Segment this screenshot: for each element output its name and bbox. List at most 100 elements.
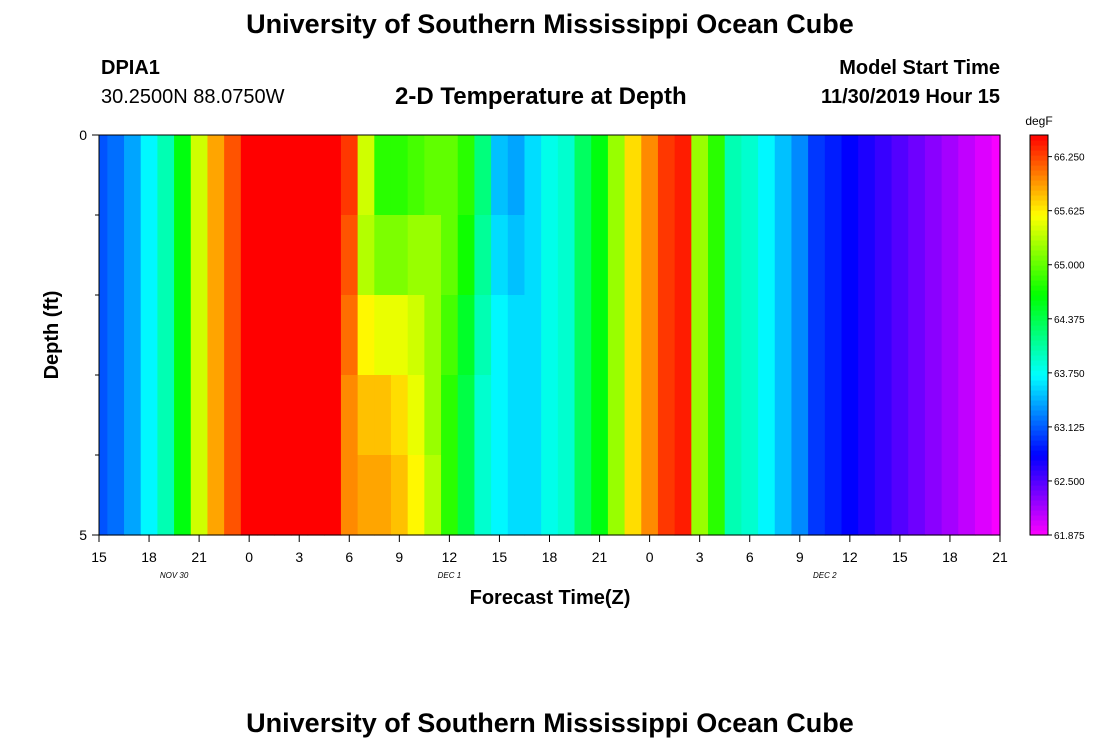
colorbar-swatch [1030, 525, 1048, 531]
colorbar-tick-label: 61.875 [1054, 531, 1085, 542]
heatmap-cell [307, 295, 325, 376]
heatmap-cell [99, 295, 108, 376]
heatmap-cell [99, 375, 108, 456]
colorbar-swatch [1030, 320, 1048, 326]
colorbar-swatch [1030, 195, 1048, 201]
x-tick-label: 15 [91, 549, 107, 565]
heatmap-cell [374, 455, 392, 536]
heatmap-cell [541, 295, 559, 376]
colorbar-swatch [1030, 315, 1048, 321]
colorbar-swatch [1030, 230, 1048, 236]
heatmap-cell [758, 135, 776, 216]
heatmap-cell [340, 215, 359, 296]
heatmap-cell [524, 135, 542, 216]
y-axis-label: Depth (ft) [41, 291, 63, 380]
heatmap-cell [190, 135, 209, 216]
heatmap-cell [591, 135, 609, 216]
heatmap-cell [457, 375, 476, 456]
colorbar-swatch [1030, 325, 1048, 331]
heatmap-cell [207, 455, 225, 536]
colorbar-swatch [1030, 465, 1048, 471]
heatmap-cell [107, 375, 125, 456]
x-tick-label: 3 [295, 549, 303, 565]
heatmap-cell [574, 455, 592, 536]
heatmap-cell [224, 135, 242, 216]
heatmap-cell [407, 375, 425, 456]
heatmap-cell [724, 375, 742, 456]
heatmap-cell [824, 295, 843, 376]
colorbar-swatch [1030, 180, 1048, 186]
heatmap-cell [758, 375, 776, 456]
heatmap-cell [174, 135, 192, 216]
model-start-value: 11/30/2019 Hour 15 [820, 86, 1000, 108]
heatmap-cell [808, 455, 826, 536]
heatmap-cell [457, 455, 476, 536]
heatmap-cell [491, 455, 509, 536]
chart-title: 2-D Temperature at Depth [395, 83, 687, 110]
heatmap-cell [808, 295, 826, 376]
heatmap-cell [207, 135, 225, 216]
heatmap-cell [524, 295, 542, 376]
heatmap-cell [774, 215, 793, 296]
heatmap-cell [858, 455, 876, 536]
colorbar-swatch [1030, 255, 1048, 261]
colorbar-swatch [1030, 415, 1048, 421]
colorbar-swatch [1030, 290, 1048, 296]
colorbar-swatch [1030, 395, 1048, 401]
x-tick-label: 21 [592, 549, 608, 565]
heatmap-cell [941, 135, 959, 216]
heatmap-cell [374, 375, 392, 456]
heatmap-cell [424, 455, 442, 536]
heatmap-cell [407, 455, 425, 536]
colorbar-swatch [1030, 185, 1048, 191]
heatmap-cell [174, 375, 192, 456]
x-tick-label: 21 [992, 549, 1008, 565]
heatmap-cell [474, 135, 492, 216]
colorbar-swatch [1030, 425, 1048, 431]
colorbar-swatch [1030, 285, 1048, 291]
heatmap-cell [741, 135, 759, 216]
colorbar-swatch [1030, 390, 1048, 396]
colorbar-swatch [1030, 420, 1048, 426]
heatmap-cell [791, 215, 809, 296]
heatmap-cell [607, 375, 626, 456]
heatmap-cell [791, 135, 809, 216]
x-axis-label: Forecast Time(Z) [470, 587, 631, 609]
x-tick-label: 18 [542, 549, 558, 565]
date-label: DEC 2 [813, 571, 837, 580]
colorbar-swatch [1030, 140, 1048, 146]
heatmap-cell [474, 295, 492, 376]
heatmap-cell [874, 135, 893, 216]
heatmap-cell [908, 215, 926, 296]
heatmap-cell [774, 295, 793, 376]
heatmap-cell [257, 135, 275, 216]
heatmap-cell [107, 135, 125, 216]
date-label: DEC 1 [438, 571, 462, 580]
heatmap-cell [324, 295, 342, 376]
heatmap-cell [691, 295, 709, 376]
heatmap-cell [607, 295, 626, 376]
colorbar-frame [1029, 134, 1049, 536]
heatmap-cell [224, 215, 242, 296]
heatmap-cell [107, 295, 125, 376]
colorbar-swatch [1030, 360, 1048, 366]
colorbar-tick-label: 63.750 [1054, 369, 1085, 380]
heatmap-cell [624, 375, 642, 456]
heatmap-cell [924, 375, 943, 456]
heatmap-cell [307, 135, 325, 216]
heatmap-cells [99, 135, 1001, 536]
colorbar-swatch [1030, 470, 1048, 476]
heatmap-cell [324, 135, 342, 216]
heatmap-cell [507, 375, 526, 456]
heatmap-cell [107, 215, 125, 296]
heatmap-cell [724, 215, 742, 296]
heatmap-cell [891, 215, 909, 296]
heatmap-cell [124, 455, 142, 536]
colorbar-swatch [1030, 515, 1048, 521]
heatmap-cell [891, 295, 909, 376]
heatmap-cell [974, 215, 993, 296]
heatmap-cell [290, 135, 309, 216]
heatmap-cell [424, 215, 442, 296]
colorbar-swatch [1030, 155, 1048, 161]
